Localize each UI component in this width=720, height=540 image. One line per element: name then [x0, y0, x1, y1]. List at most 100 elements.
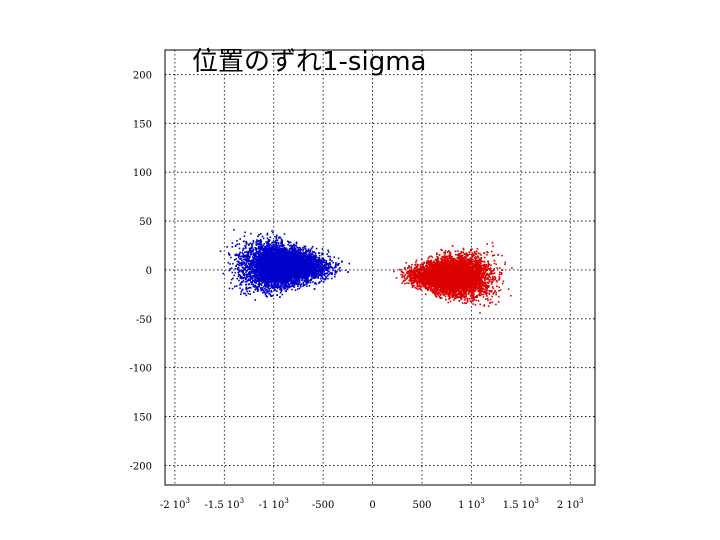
scatter-point — [329, 265, 332, 268]
scatter-point — [312, 262, 314, 265]
scatter-point — [255, 249, 257, 252]
scatter-point — [257, 239, 260, 242]
scatter-point — [325, 269, 327, 271]
scatter-point — [272, 249, 275, 252]
scatter-point — [278, 237, 280, 239]
scatter-point — [234, 271, 237, 274]
scatter-point — [327, 265, 330, 268]
scatter-point — [269, 278, 272, 280]
scatter-point — [332, 269, 334, 272]
scatter-point — [254, 279, 256, 281]
scatter-point — [227, 261, 230, 264]
scatter-point — [219, 250, 222, 252]
scatter-point — [257, 243, 259, 246]
scatter-point — [278, 246, 281, 248]
scatter-point — [309, 262, 311, 264]
scatter-point — [279, 270, 281, 273]
scatter-point — [320, 262, 322, 265]
scatter-point — [259, 243, 262, 246]
scatter-point — [321, 262, 324, 264]
scatter-point — [273, 284, 275, 286]
scatter-point — [257, 245, 260, 248]
scatter-point — [269, 236, 272, 239]
scatter-point — [262, 291, 264, 294]
scatter-point — [281, 243, 283, 246]
scatter-point — [290, 272, 293, 275]
scatter-point — [254, 284, 257, 287]
scatter-point — [318, 258, 321, 261]
scatter-point — [245, 270, 248, 272]
scatter-point — [327, 277, 329, 280]
scatter-point — [309, 274, 311, 276]
scatter-point — [264, 258, 267, 261]
scatter-point — [264, 252, 266, 254]
scatter-point — [276, 290, 278, 292]
scatter-point — [306, 285, 308, 287]
scatter-point — [292, 275, 294, 277]
scatter-point — [285, 280, 288, 283]
scatter-point — [247, 258, 250, 261]
scatter-point — [311, 250, 314, 253]
scatter-point — [256, 262, 259, 264]
scatter-point — [293, 278, 295, 281]
scatter-point — [299, 268, 301, 270]
scatter-point — [305, 279, 307, 282]
scatter-point — [288, 242, 290, 244]
scatter-point — [275, 236, 278, 239]
scatter-point — [334, 273, 336, 276]
scatter-point — [239, 284, 241, 286]
scatter-point — [308, 261, 310, 264]
scatter-point — [276, 258, 279, 260]
scatter-point — [263, 268, 265, 271]
scatter-point — [315, 247, 318, 250]
scatter-point — [251, 245, 253, 247]
scatter-point — [288, 249, 291, 252]
scatter-point — [263, 269, 265, 271]
scatter-point — [290, 281, 293, 284]
scatter-point — [279, 249, 282, 251]
scatter-point — [262, 276, 264, 279]
scatter-point — [288, 283, 291, 286]
scatter-point — [321, 248, 324, 250]
scatter-point — [245, 288, 248, 291]
scatter-point — [339, 270, 341, 272]
scatter-point — [245, 251, 248, 253]
scatter-point — [283, 248, 285, 251]
scatter-point — [237, 268, 240, 271]
scatter-point — [302, 255, 305, 258]
scatter-point — [272, 247, 274, 249]
scatter-point — [231, 287, 234, 290]
scatter-point — [316, 256, 318, 259]
scatter-point — [243, 240, 245, 243]
scatter-point — [300, 285, 302, 288]
scatter-point — [265, 286, 267, 289]
scatter-point — [283, 244, 285, 247]
scatter-point — [271, 265, 274, 267]
scatter-point — [245, 287, 247, 290]
scatter-point — [305, 276, 308, 278]
scatter-point — [276, 268, 279, 271]
scatter-point — [269, 243, 272, 246]
scatter-point — [242, 277, 245, 279]
scatter-point — [271, 247, 273, 249]
grid — [165, 50, 595, 485]
scatter-point — [265, 289, 267, 291]
scatter-point — [274, 269, 277, 272]
scatter-point — [242, 269, 244, 272]
scatter-point — [261, 235, 264, 238]
scatter-point — [262, 250, 265, 253]
scatter-point — [331, 277, 333, 280]
scatter-point — [329, 259, 331, 262]
scatter-point — [321, 272, 324, 275]
scatter-point — [317, 277, 320, 279]
scatter-point — [256, 259, 258, 261]
scatter-point — [285, 247, 288, 250]
scatter-point — [248, 243, 250, 245]
scatter-point — [247, 287, 249, 290]
scatter-point — [312, 260, 315, 263]
scatter-point — [261, 249, 264, 252]
scatter-point — [285, 290, 287, 292]
scatter-point — [276, 281, 278, 283]
scatter-point — [270, 280, 273, 282]
scatter-point — [270, 282, 273, 284]
